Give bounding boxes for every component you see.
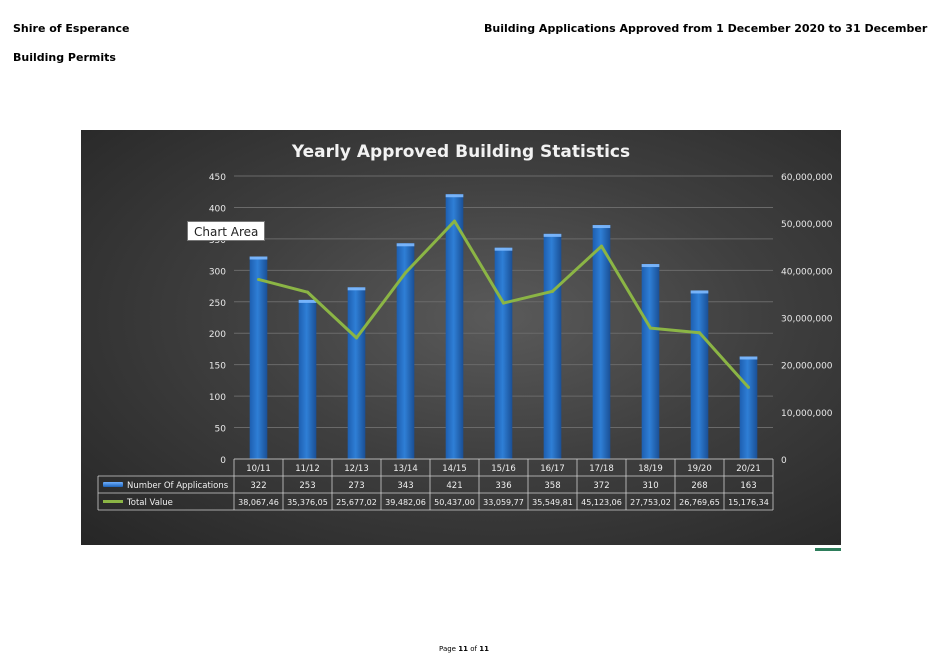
y-right-tick-label: 60,000,000: [781, 173, 833, 183]
y-right-tick-label: 50,000,000: [781, 220, 833, 230]
y-right-tick-label: 20,000,000: [781, 362, 833, 372]
bar: [739, 356, 758, 459]
bar-top-highlight: [249, 256, 268, 260]
data-label-applications: 253: [299, 481, 315, 491]
y-left-tick-label: 450: [209, 173, 226, 183]
legend-label-total-value: Total Value: [126, 498, 173, 508]
data-label-total-value: 35,549,81: [532, 498, 573, 507]
x-category-label: 19/20: [687, 464, 712, 474]
bar: [641, 264, 660, 459]
line-point: [698, 331, 701, 335]
data-label-applications: 163: [740, 481, 756, 491]
x-category-label: 14/15: [442, 464, 467, 474]
line-point: [551, 289, 554, 293]
line-point: [306, 290, 309, 294]
bar-top-highlight: [298, 299, 317, 303]
line-point: [747, 385, 750, 389]
footer-total: 11: [479, 645, 489, 653]
bar-top-highlight: [543, 233, 562, 237]
legend-key-applications: [103, 482, 123, 487]
data-label-total-value: 25,677,02: [336, 498, 377, 507]
y-left-tick-label: 300: [209, 267, 226, 277]
data-label-total-value: 50,437,00: [434, 498, 475, 507]
bar-top-highlight: [396, 243, 415, 247]
x-category-label: 16/17: [540, 464, 565, 474]
x-category-label: 11/12: [295, 464, 320, 474]
bar: [592, 225, 611, 459]
data-label-applications: 273: [348, 481, 364, 491]
chart-area-tooltip: Chart Area: [187, 221, 266, 241]
data-label-applications: 310: [642, 481, 658, 491]
bar: [445, 194, 464, 459]
bar-top-highlight: [592, 225, 611, 229]
data-label-applications: 372: [593, 481, 609, 491]
line-point: [355, 336, 358, 340]
x-category-label: 18/19: [638, 464, 663, 474]
y-left-tick-label: 150: [209, 362, 226, 372]
bar-top-highlight: [445, 194, 464, 198]
x-category-label: 17/18: [589, 464, 614, 474]
section-title: Building Permits: [13, 51, 116, 64]
x-category-label: 15/16: [491, 464, 516, 474]
data-label-applications: 268: [691, 481, 707, 491]
line-point: [257, 277, 260, 281]
report-title: Building Applications Approved from 1 De…: [484, 22, 928, 35]
x-category-label: 12/13: [344, 464, 369, 474]
line-point: [502, 301, 505, 305]
bar-top-highlight: [739, 356, 758, 360]
organisation-name: Shire of Esperance: [13, 22, 130, 35]
data-label-total-value: 26,769,65: [679, 498, 720, 507]
data-label-total-value: 39,482,06: [385, 498, 426, 507]
chart-title: Yearly Approved Building Statistics: [291, 142, 630, 162]
data-label-applications: 421: [446, 481, 462, 491]
bar: [396, 243, 415, 459]
y-left-tick-label: 250: [209, 299, 226, 309]
footer-page: 11: [458, 645, 468, 653]
data-label-total-value: 35,376,05: [287, 498, 328, 507]
bar-top-highlight: [347, 287, 366, 291]
x-category-label: 13/14: [393, 464, 418, 474]
y-left-tick-label: 200: [209, 330, 226, 340]
line-point: [453, 219, 456, 223]
data-label-total-value: 38,067,46: [238, 498, 279, 507]
y-right-tick-label: 10,000,000: [781, 409, 833, 419]
y-left-tick-label: 100: [209, 393, 226, 403]
data-label-total-value: 45,123,06: [581, 498, 622, 507]
bar: [249, 256, 268, 459]
data-label-applications: 336: [495, 481, 511, 491]
data-label-applications: 343: [397, 481, 413, 491]
bar-top-highlight: [641, 264, 660, 268]
y-left-tick-label: 50: [215, 425, 227, 435]
bar: [494, 247, 513, 459]
bar-top-highlight: [690, 290, 709, 294]
x-category-label: 10/11: [246, 464, 271, 474]
y-left-tick-label: 0: [220, 456, 226, 466]
bar: [543, 233, 562, 459]
data-label-total-value: 27,753,02: [630, 498, 671, 507]
bar: [690, 290, 709, 459]
data-label-applications: 322: [250, 481, 266, 491]
line-point: [404, 271, 407, 275]
y-left-tick-label: 400: [209, 204, 226, 214]
data-label-applications: 358: [544, 481, 560, 491]
page-footer: Page 11 of 11: [0, 645, 928, 653]
bar: [298, 299, 317, 459]
line-point: [600, 244, 603, 248]
y-right-tick-label: 30,000,000: [781, 315, 833, 325]
chart-area[interactable]: Yearly Approved Building Statistics 0 50 10…: [81, 130, 841, 545]
line-point: [649, 326, 652, 330]
chart-svg: Yearly Approved Building Statistics 0 50 10…: [97, 142, 833, 511]
data-label-total-value: 33,059,77: [483, 498, 524, 507]
legend-label-applications: Number Of Applications: [127, 481, 229, 491]
data-label-total-value: 15,176,34: [728, 498, 769, 507]
y-right-tick-label: 40,000,000: [781, 267, 833, 277]
footer-prefix: Page: [439, 645, 456, 653]
bar-top-highlight: [494, 247, 513, 251]
x-category-label: 20/21: [736, 464, 761, 474]
y-right-tick-label: 0: [781, 456, 787, 466]
footer-of: of: [470, 645, 477, 653]
selection-marker: [815, 548, 841, 551]
bar: [347, 287, 366, 459]
